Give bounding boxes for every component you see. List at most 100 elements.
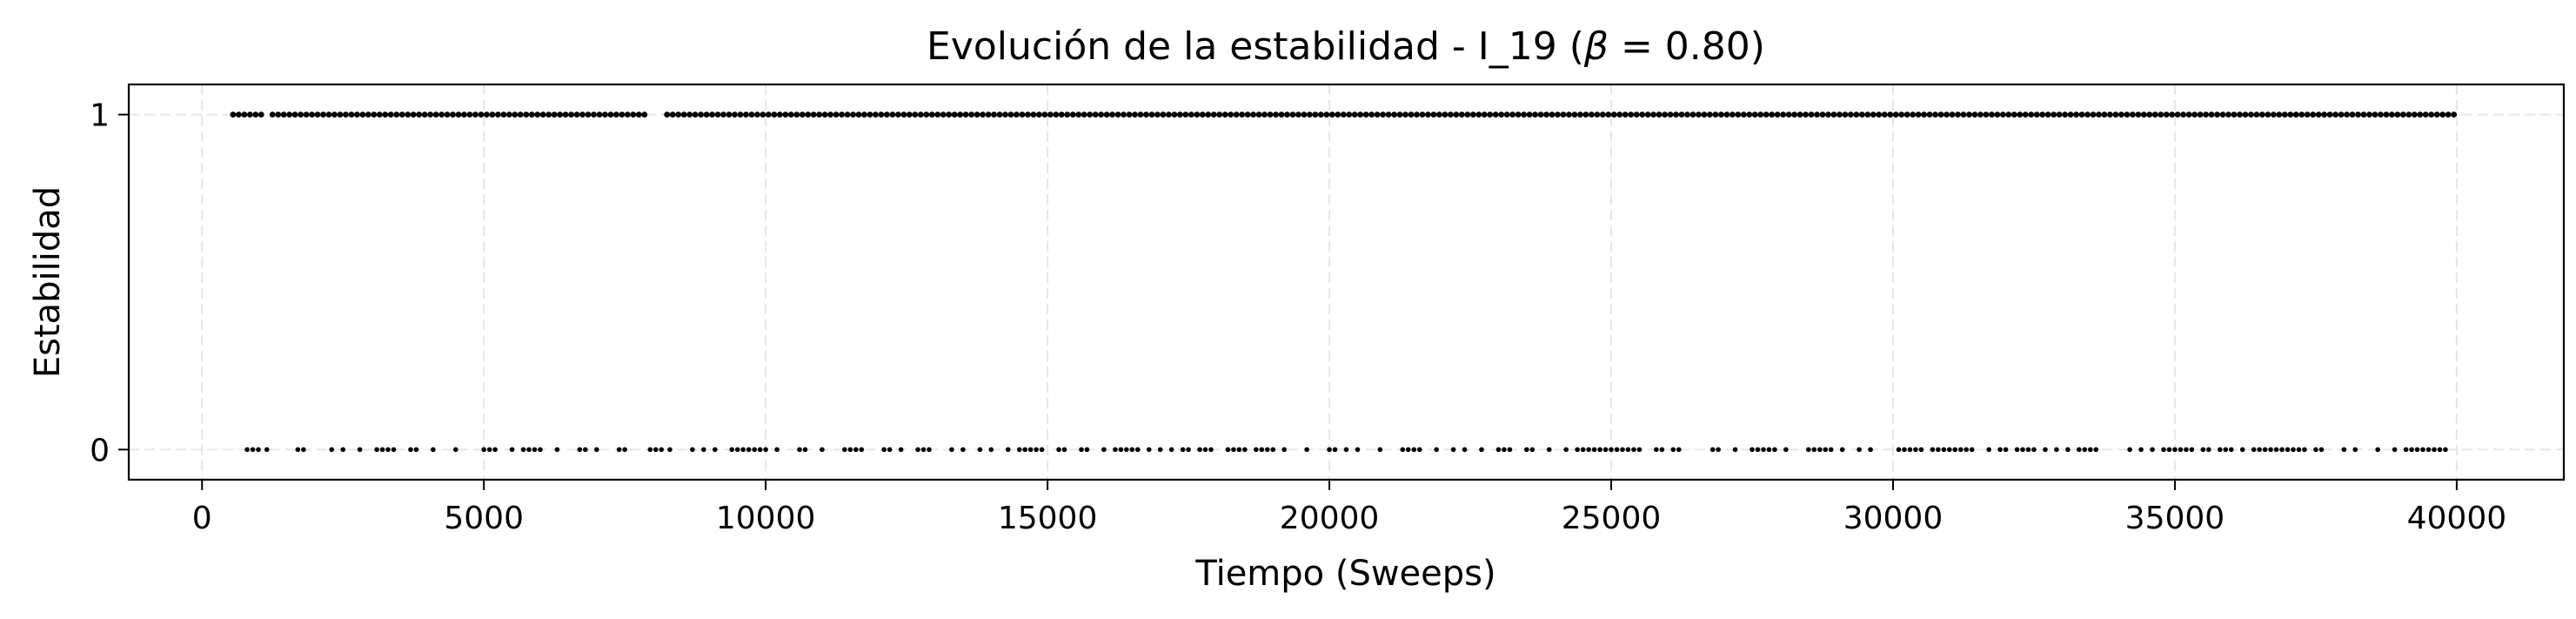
data-point-1 [1707,111,1713,118]
data-point-0 [2076,447,2082,453]
data-point-0 [2375,447,2380,453]
data-point-1 [1746,111,1753,118]
data-point-0 [2443,447,2448,453]
data-point-0 [2043,447,2048,453]
data-point-1 [1019,111,1026,118]
data-point-0 [1134,447,1141,453]
data-point-1 [1114,111,1121,118]
data-point-0 [1659,447,1665,453]
data-point-0 [1411,447,1417,453]
data-point-0 [1614,447,1620,453]
data-point-0 [729,447,735,453]
data-point-1 [1317,111,1324,118]
data-point-1 [1847,111,1854,118]
data-point-1 [557,111,564,118]
data-point-1 [2287,111,2294,118]
data-point-1 [1335,111,1342,118]
data-point-1 [1351,111,1358,118]
data-point-1 [602,111,608,118]
data-point-1 [2258,111,2265,118]
data-point-0 [1952,447,1958,453]
data-point-1 [765,111,772,118]
data-point-0 [734,447,740,453]
data-point-1 [1047,111,1054,118]
data-point-1 [585,111,592,118]
data-point-1 [1221,111,1228,118]
data-point-0 [2352,447,2359,453]
data-point-1 [1087,111,1094,118]
data-point-1 [2349,111,2356,118]
x-tick-label: 15000 [998,501,1098,536]
data-point-1 [754,111,760,118]
data-point-1 [275,111,282,118]
data-point-1 [2451,111,2458,118]
data-point-1 [1176,111,1183,118]
data-point-1 [1526,111,1533,118]
data-point-0 [1416,447,1422,453]
data-point-0 [1636,447,1643,453]
data-point-0 [2296,447,2302,453]
data-point-1 [1374,111,1381,118]
data-point-1 [810,111,817,118]
data-point-1 [2310,111,2317,118]
data-point-0 [2087,447,2093,453]
data-point-0 [1839,447,1845,453]
data-point-1 [1723,111,1730,118]
data-point-1 [1673,111,1679,118]
data-point-1 [2062,111,2068,118]
data-point-1 [1267,111,1274,118]
data-point-0 [2257,447,2262,453]
data-point-0 [2228,447,2234,453]
data-point-1 [1205,111,1212,118]
data-point-1 [873,111,879,118]
data-point-1 [2185,111,2192,118]
data-point-1 [1154,111,1161,118]
data-point-1 [2129,111,2136,118]
data-point-1 [371,111,378,118]
data-point-0 [1434,447,1439,453]
data-point-1 [2225,111,2231,118]
data-point-0 [486,447,492,453]
data-point-1 [1425,111,1431,118]
data-point-1 [1469,111,1476,118]
data-point-0 [2437,447,2443,453]
data-point-1 [2118,111,2124,118]
x-tick-label: 0 [192,501,212,536]
data-point-1 [1887,111,1894,118]
data-point-0 [1400,447,1406,453]
data-point-0 [1113,447,1118,453]
data-point-0 [520,447,526,453]
data-point-1 [2298,111,2305,118]
data-point-1 [1503,111,1510,118]
data-point-0 [1811,447,1817,453]
data-point-0 [752,447,757,453]
data-point-1 [2005,111,2012,118]
data-point-0 [538,447,543,453]
data-point-0 [1056,447,1061,453]
data-point-1 [1696,111,1702,118]
data-point-0 [1157,447,1163,453]
data-point-0 [757,447,763,453]
data-point-1 [799,111,806,118]
data-point-0 [1772,447,1777,453]
data-point-1 [512,111,519,118]
data-point-1 [2174,111,2181,118]
data-point-1 [1566,111,1572,118]
data-point-1 [1453,111,1460,118]
data-point-1 [2344,111,2350,118]
data-point-1 [1069,111,1076,118]
data-point-1 [816,111,823,118]
data-point-1 [1041,111,1048,118]
data-point-1 [805,111,812,118]
data-point-1 [1842,111,1849,118]
data-point-1 [591,111,597,118]
data-point-1 [957,111,964,118]
data-point-1 [461,111,467,118]
data-point-1 [466,111,473,118]
data-point-1 [613,111,619,118]
data-point-1 [1368,111,1375,118]
data-point-0 [1186,447,1191,453]
data-point-1 [354,111,360,118]
data-point-1 [1814,111,1820,118]
